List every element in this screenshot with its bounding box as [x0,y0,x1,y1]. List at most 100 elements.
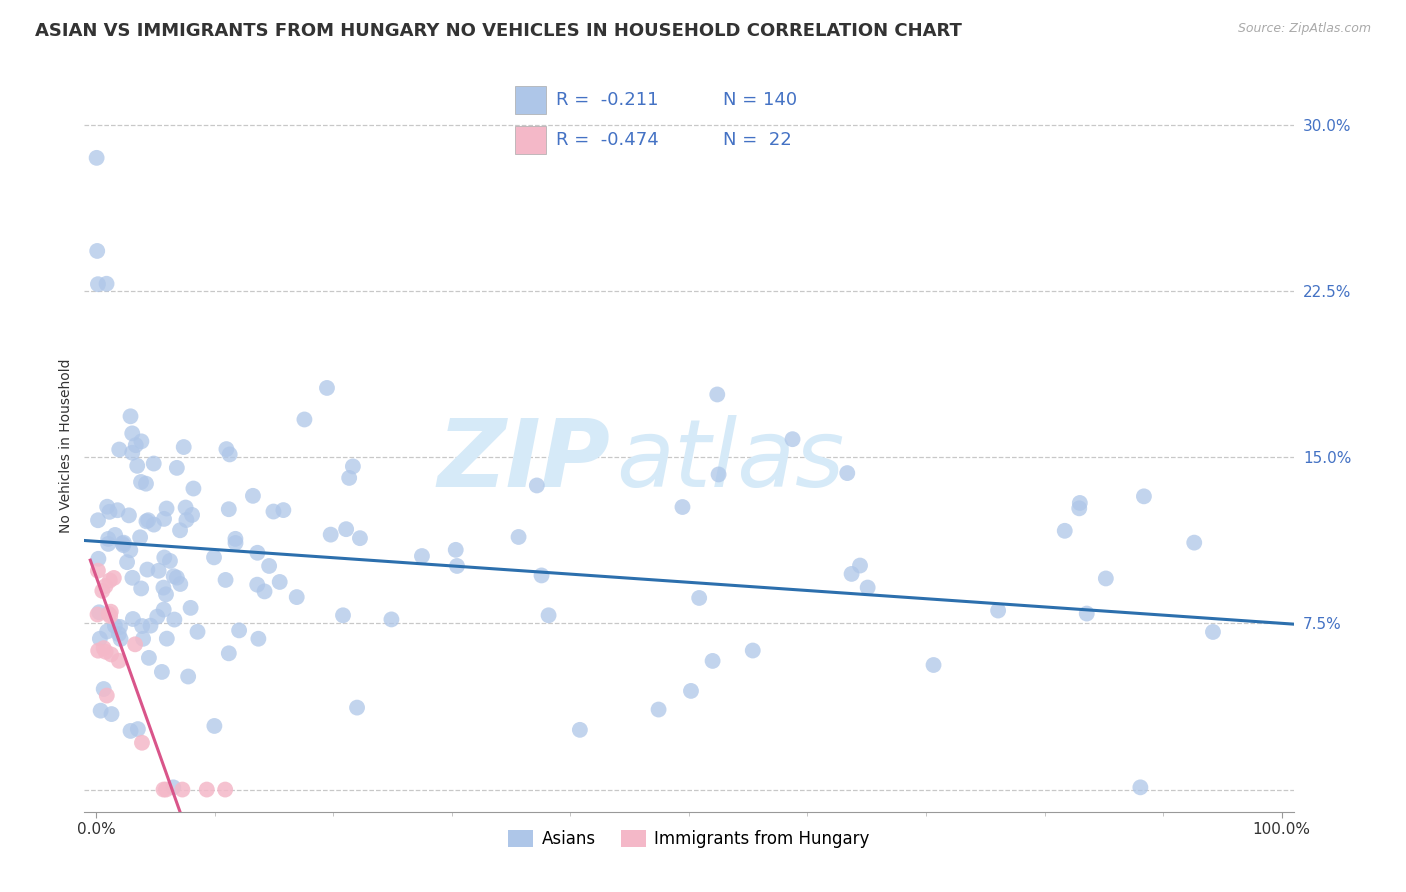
Point [1133,489,1156,503]
Point [224,532,246,546]
Text: ZIP: ZIP [437,415,610,507]
Point [131,434,153,449]
Text: R =  -0.211: R = -0.211 [555,91,658,109]
Point [679,684,702,698]
Point [186,624,208,639]
Point [155,501,177,516]
Point [342,459,364,474]
Point [89,632,111,646]
Point [131,736,153,750]
Point [177,669,200,683]
Point [166,571,188,585]
Point [218,646,240,660]
Point [96,277,118,291]
Point [97,537,120,551]
Point [122,612,145,626]
Point [316,381,339,395]
Point [100,648,122,662]
Point [688,591,710,605]
Point [87,277,110,292]
Point [94,579,117,593]
Point [163,569,186,583]
Point [180,600,202,615]
Point [242,489,264,503]
Point [856,581,879,595]
Point [218,447,240,461]
Point [335,522,357,536]
FancyBboxPatch shape [516,86,547,114]
Point [782,432,804,446]
Point [93,681,115,696]
Point [228,624,250,638]
Point [97,607,120,621]
Point [262,504,284,518]
Point [319,527,342,541]
Point [98,609,121,624]
Point [169,577,191,591]
Point [172,782,194,797]
Point [537,608,560,623]
Point [530,568,553,582]
Point [148,564,170,578]
Point [150,665,173,679]
Point [97,532,120,546]
Point [837,466,859,480]
Point [849,558,872,573]
Point [156,632,179,646]
Point [152,782,174,797]
Point [526,478,548,492]
Point [152,581,174,595]
Point [107,503,129,517]
Point [1076,607,1098,621]
Point [94,645,117,659]
Point [273,503,295,517]
Point [100,707,122,722]
Point [444,542,467,557]
Point [246,546,269,560]
Point [86,151,108,165]
Point [121,446,143,460]
Point [96,624,118,639]
Point [202,719,225,733]
Point [169,523,191,537]
Point [671,500,693,514]
Point [87,643,110,657]
Point [174,500,197,515]
Point [214,782,236,797]
Text: R =  -0.474: R = -0.474 [555,131,658,149]
Point [93,641,115,656]
Point [224,536,246,550]
Point [87,551,110,566]
Point [120,723,142,738]
Point [247,632,270,646]
Point [87,513,110,527]
Point [1069,496,1091,510]
FancyBboxPatch shape [516,126,547,154]
Point [108,654,131,668]
Point [153,550,176,565]
Point [104,528,127,542]
Point [112,538,135,552]
Point [142,517,165,532]
Point [707,467,730,482]
Point [349,531,371,545]
Point [100,605,122,619]
Point [98,505,121,519]
Point [346,700,368,714]
Point [987,603,1010,617]
Point [153,512,176,526]
Point [218,502,240,516]
Point [841,566,863,581]
Point [127,722,149,736]
Point [127,458,149,473]
Point [135,476,157,491]
Point [129,475,152,489]
Point [508,530,530,544]
Text: atlas: atlas [616,415,845,506]
Point [1053,524,1076,538]
Point [1069,501,1091,516]
Point [118,508,141,523]
Point [146,609,169,624]
Point [111,536,134,550]
Point [380,612,402,626]
